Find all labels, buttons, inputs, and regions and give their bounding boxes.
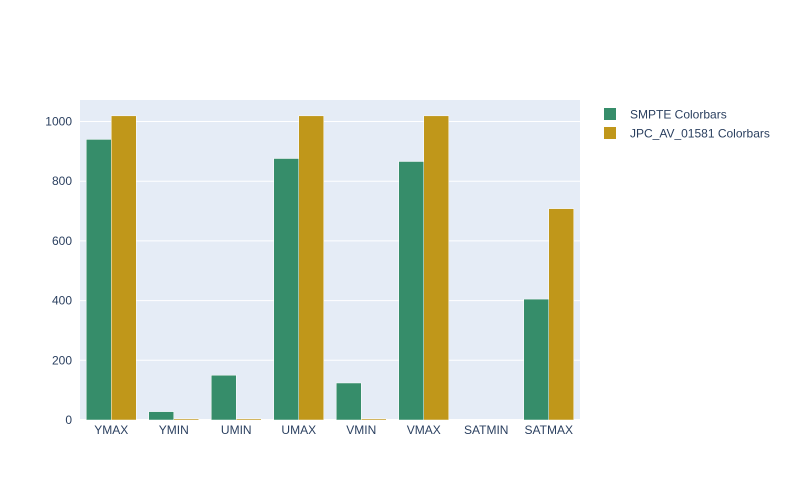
y-tick-label: 200 [52,353,72,367]
bar[interactable] [398,161,424,421]
legend[interactable]: SMPTE Colorbars JPC_AV_01581 Colorbars [604,108,770,141]
bar[interactable] [173,418,199,421]
legend-label[interactable]: JPC_AV_01581 Colorbars [630,127,770,141]
bar[interactable] [548,208,574,421]
x-tick-label: YMIN [159,423,189,437]
bar[interactable] [273,158,299,421]
legend-label[interactable]: SMPTE Colorbars [630,108,727,122]
gridlines [80,120,580,421]
bar[interactable] [236,418,262,421]
legend-swatch[interactable] [604,108,616,120]
x-tick-label: VMIN [346,423,376,437]
y-tick-label: 800 [52,174,72,188]
x-axis-ticks: YMAX YMIN UMIN UMAX VMIN VMAX SATMIN SATMAX [94,423,573,437]
bar[interactable] [298,115,324,421]
bar[interactable] [423,115,449,421]
y-tick-label: 600 [52,234,72,248]
y-axis-ticks: 0 200 400 600 800 1000 [45,114,72,427]
x-tick-label: SATMAX [525,423,573,437]
bar[interactable] [361,418,387,421]
bar[interactable] [111,115,137,421]
y-tick-label: 0 [65,413,72,427]
plot-area [80,100,580,420]
x-tick-label: VMAX [407,423,441,437]
bar[interactable] [211,374,237,421]
y-tick-label: 400 [52,294,72,308]
x-tick-label: UMAX [281,423,316,437]
bar[interactable] [523,298,549,421]
bar[interactable] [86,139,112,421]
x-tick-label: YMAX [94,423,128,437]
bar[interactable] [148,411,174,421]
bars [86,115,574,421]
bar[interactable] [336,382,362,421]
x-tick-label: UMIN [221,423,252,437]
y-tick-label: 1000 [45,114,72,128]
legend-swatch[interactable] [604,127,616,139]
x-tick-label: SATMIN [464,423,508,437]
